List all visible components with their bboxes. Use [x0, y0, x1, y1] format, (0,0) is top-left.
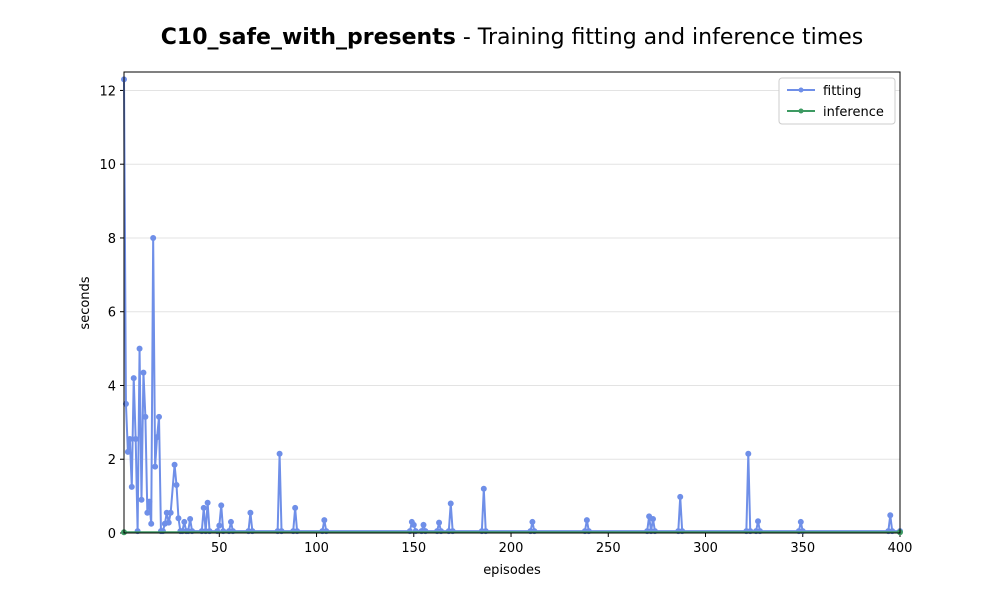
point [677, 493, 684, 500]
point [583, 517, 590, 524]
point [755, 518, 762, 525]
point [410, 521, 417, 528]
y-tick-label: 12 [99, 84, 116, 99]
point [136, 345, 143, 352]
point [132, 435, 139, 442]
x-tick-label: 200 [499, 541, 524, 556]
y-tick-label: 0 [108, 527, 116, 542]
point [148, 520, 155, 527]
x-tick-label: 300 [693, 541, 718, 556]
point [175, 515, 182, 522]
y-tick-label: 8 [108, 232, 116, 247]
x-tick-label: 250 [596, 541, 621, 556]
point [171, 461, 178, 468]
point [529, 518, 536, 525]
point [650, 515, 657, 522]
point [436, 519, 443, 526]
point [146, 498, 153, 505]
point [216, 522, 223, 529]
y-tick-label: 4 [108, 379, 116, 394]
legend-marker [798, 87, 804, 93]
series-line [123, 79, 900, 533]
series [121, 76, 903, 535]
point [154, 434, 161, 441]
title-bold: C10_safe_with_presents [161, 25, 456, 50]
point [200, 504, 207, 511]
point [292, 504, 299, 511]
point [447, 500, 454, 507]
point [167, 509, 174, 516]
point [745, 450, 752, 457]
point [152, 463, 159, 470]
point [150, 234, 157, 241]
point [156, 413, 163, 420]
point [187, 515, 194, 522]
point [142, 413, 149, 420]
x-tick-label: 100 [304, 541, 329, 556]
point [276, 450, 283, 457]
point [797, 518, 804, 525]
point [138, 496, 145, 503]
point [204, 499, 211, 506]
point [124, 448, 131, 455]
point [321, 517, 328, 524]
x-tick-label: 350 [790, 541, 815, 556]
point [181, 518, 188, 525]
point [227, 518, 234, 525]
legend-label: inference [823, 105, 884, 120]
point [128, 483, 135, 490]
x-tick-label: 50 [211, 541, 228, 556]
x-tick-label: 150 [401, 541, 426, 556]
point [144, 509, 151, 516]
y-tick-label: 6 [108, 306, 116, 321]
y-tick-label: 2 [108, 453, 116, 468]
point [173, 482, 180, 489]
y-axis-label: seconds [78, 276, 93, 329]
point [480, 485, 487, 492]
point [218, 502, 225, 509]
legend-marker [798, 108, 804, 114]
point [420, 521, 427, 528]
title-rest: - Training fitting and inference times [463, 25, 863, 50]
point [122, 400, 129, 407]
point [887, 512, 894, 519]
x-tick-label: 400 [888, 541, 913, 556]
plot-frame [123, 71, 901, 534]
point [165, 519, 172, 526]
chart-title: C10_safe_with_presents - Training fitting… [161, 25, 863, 50]
point [126, 435, 133, 442]
legend-label: fitting [823, 84, 862, 99]
point [140, 369, 147, 376]
x-axis-label: episodes [483, 563, 541, 578]
point [130, 375, 137, 382]
y-tick-label: 10 [99, 158, 116, 173]
point [247, 509, 254, 516]
